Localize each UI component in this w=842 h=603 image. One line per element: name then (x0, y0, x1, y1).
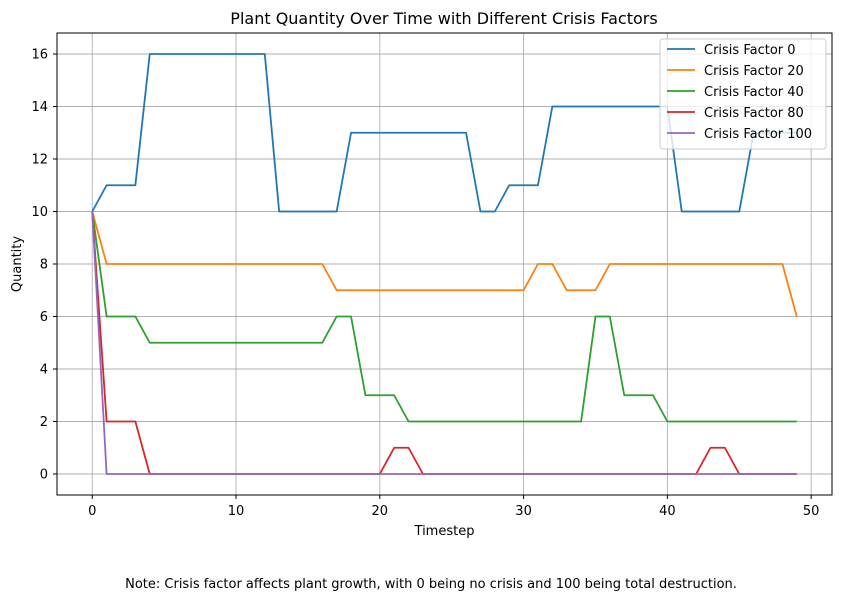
y-tick-label: 6 (40, 310, 48, 325)
y-tick-label: 16 (31, 48, 48, 63)
legend-label: Crisis Factor 80 (704, 106, 804, 121)
y-tick-label: 2 (40, 415, 48, 430)
series-line-2 (91, 211, 797, 423)
x-tick-label: 40 (659, 504, 676, 519)
chart-title: Plant Quantity Over Time with Different … (230, 9, 657, 28)
series-line-4 (91, 211, 797, 475)
y-axis-label: Quantity (10, 236, 25, 292)
series-line-1 (91, 211, 798, 317)
footnote: Note: Crisis factor affects plant growth… (125, 577, 737, 592)
x-axis-label: Timestep (414, 524, 475, 539)
x-tick-label: 0 (88, 504, 96, 519)
axis-ticks: 0 10 20 30 40 50 0 2 4 6 8 10 12 14 16 (31, 48, 819, 520)
legend-label: Crisis Factor 40 (704, 85, 804, 100)
y-tick-label: 10 (31, 205, 48, 220)
series-lines (91, 53, 798, 475)
x-tick-label: 20 (372, 504, 389, 519)
y-tick-label: 4 (40, 363, 48, 378)
legend-label: Crisis Factor 100 (704, 127, 812, 142)
y-tick-label: 14 (31, 100, 48, 115)
y-tick-label: 8 (40, 258, 48, 273)
y-tick-label: 12 (31, 153, 48, 168)
legend-box (659, 38, 827, 150)
legend-label: Crisis Factor 20 (704, 64, 804, 79)
x-tick-label: 30 (515, 504, 532, 519)
y-tick-label: 0 (40, 468, 48, 483)
x-tick-label: 50 (803, 504, 820, 519)
legend: Crisis Factor 0 Crisis Factor 20 Crisis Fa… (659, 38, 827, 150)
x-tick-label: 10 (228, 504, 245, 519)
legend-label: Crisis Factor 0 (704, 43, 796, 58)
series-line-0 (91, 53, 797, 213)
